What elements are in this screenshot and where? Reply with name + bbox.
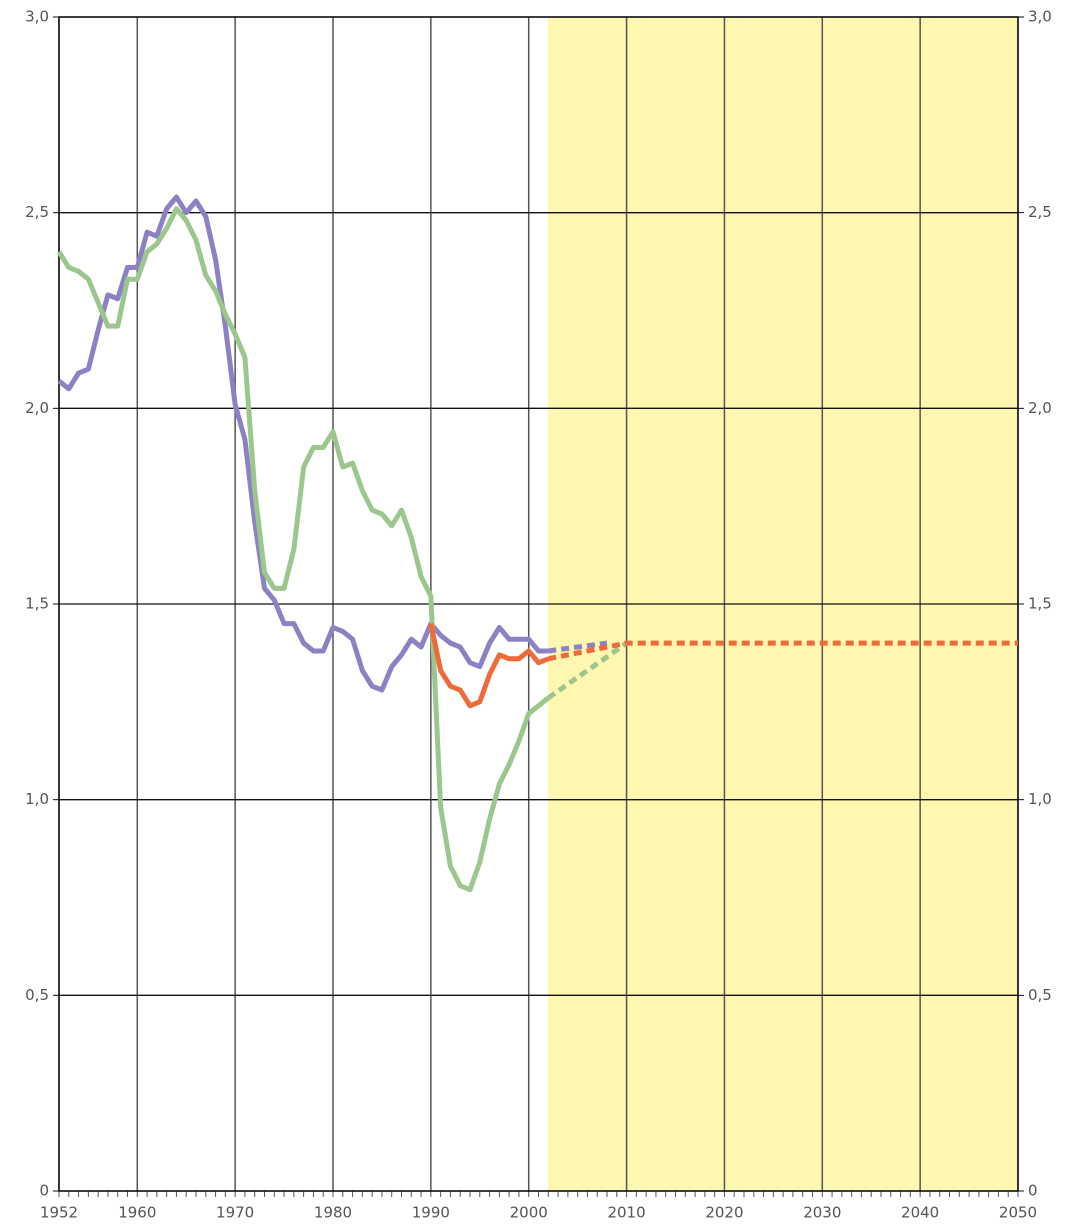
x-tick-label: 1990 bbox=[412, 1204, 450, 1222]
x-tick-label: 1980 bbox=[314, 1204, 352, 1222]
x-tick-label: 1952 bbox=[40, 1204, 78, 1222]
y-tick-label: 1,5 bbox=[25, 595, 49, 613]
y2-tick-label: 1,5 bbox=[1028, 595, 1052, 613]
y-tick-label: 3,0 bbox=[25, 8, 49, 26]
y2-tick-label: 0 bbox=[1028, 1182, 1038, 1200]
x-tick-label: 1970 bbox=[216, 1204, 254, 1222]
y-tick-label: 0 bbox=[39, 1182, 49, 1200]
y2-tick-label: 1,0 bbox=[1028, 790, 1052, 808]
projection-line bbox=[547, 640, 1018, 662]
x-tick-label: 2000 bbox=[510, 1204, 548, 1222]
x-tick-label: 2020 bbox=[705, 1204, 743, 1222]
y2-tick-label: 2,5 bbox=[1028, 203, 1052, 221]
x-tick-label: 2050 bbox=[999, 1204, 1037, 1222]
y-tick-label: 2,5 bbox=[25, 203, 49, 221]
y2-tick-label: 3,0 bbox=[1028, 8, 1052, 26]
y-tick-label: 0,5 bbox=[25, 986, 49, 1004]
series-line bbox=[57, 194, 549, 693]
x-tick-label: 2040 bbox=[901, 1204, 939, 1222]
projection-line bbox=[546, 641, 629, 700]
x-tick-label: 1960 bbox=[118, 1204, 156, 1222]
series-line bbox=[428, 623, 550, 709]
projection-line bbox=[547, 640, 608, 654]
x-tick-label: 2010 bbox=[607, 1204, 645, 1222]
plot-border bbox=[58, 16, 1019, 1192]
x-tick-label: 2030 bbox=[803, 1204, 841, 1222]
y2-tick-label: 2,0 bbox=[1028, 399, 1052, 417]
y-tick-label: 1,0 bbox=[25, 790, 49, 808]
y-tick-label: 2,0 bbox=[25, 399, 49, 417]
series-line bbox=[56, 206, 550, 893]
y2-tick-label: 0,5 bbox=[1028, 986, 1052, 1004]
